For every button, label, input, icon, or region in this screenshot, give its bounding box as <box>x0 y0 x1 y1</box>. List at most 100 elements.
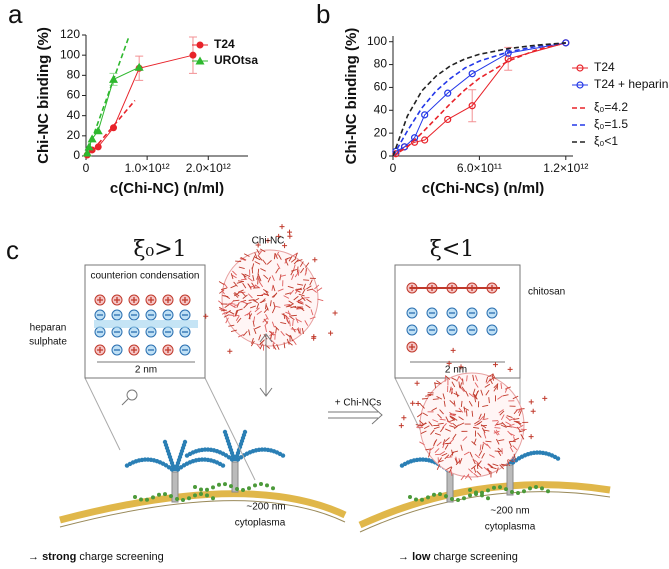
point <box>392 150 400 158</box>
chitosan-strand <box>470 465 477 470</box>
caption-arrow: → <box>28 551 39 563</box>
glycocalyx <box>253 483 257 488</box>
ion-sign <box>182 297 188 303</box>
glycocalyx <box>510 489 514 494</box>
chitosan-strand <box>268 330 274 336</box>
glycocalyx <box>181 497 185 502</box>
caption: → strong charge screening <box>28 551 164 563</box>
chitosan-strand <box>444 375 451 380</box>
chitosan-strand <box>437 422 444 425</box>
chitosan-strand <box>496 423 503 426</box>
chitosan-strand <box>455 410 462 413</box>
chitosan-strand <box>473 466 477 473</box>
chitosan-strand <box>277 288 284 292</box>
chitosan-strand <box>254 284 261 289</box>
chitosan-strand <box>468 400 473 407</box>
legend-label: ξ₀=1.5 <box>594 117 628 131</box>
chitosan-strand <box>233 303 239 308</box>
glycocalyx <box>271 486 275 491</box>
chitosan-strand <box>434 448 440 453</box>
chitosan-strand <box>250 340 255 347</box>
counter-ion <box>414 380 420 386</box>
counter-ion <box>542 395 548 401</box>
chitosan-strand <box>284 256 291 260</box>
chitosan-strand <box>265 290 270 296</box>
chitosan-strand <box>296 328 301 334</box>
chitosan-strand <box>442 393 446 400</box>
molecule-label: heparan <box>30 323 67 334</box>
chitosan-strand <box>283 312 286 320</box>
gag-unit <box>220 463 226 468</box>
chitosan-strand <box>419 441 425 446</box>
chitosan-strand <box>279 274 282 281</box>
glycocalyx <box>247 486 251 491</box>
chitosan-strand <box>509 446 514 453</box>
chitosan-strand <box>497 395 503 400</box>
chitosan-strand <box>244 273 251 278</box>
counter-ion <box>255 242 261 248</box>
chitosan-strand <box>452 433 457 440</box>
chitosan-strand <box>454 458 458 464</box>
chitosan-strand <box>455 456 458 463</box>
chitosan-strand <box>276 263 281 270</box>
chitosan-strand <box>232 270 237 276</box>
chitosan-strand <box>289 320 291 327</box>
core-protein <box>171 471 179 503</box>
chitosan-strand <box>269 300 272 307</box>
chitosan-strand <box>442 442 446 449</box>
chitosan-strand <box>474 453 480 459</box>
chitosan-strand <box>256 273 260 280</box>
chitosan-strand <box>420 403 425 409</box>
chitosan-strand <box>230 285 237 289</box>
chitosan-strand <box>241 291 246 297</box>
y-tick-label: 100 <box>60 47 80 61</box>
chitosan-strand <box>241 278 248 281</box>
chitosan-strand <box>441 452 448 457</box>
chitosan-strand <box>237 334 244 338</box>
chitosan-strand <box>482 418 489 421</box>
point <box>468 70 476 78</box>
glycocalyx <box>187 496 191 501</box>
y-tick-label: 60 <box>374 80 388 94</box>
chitosan-strand <box>279 274 287 278</box>
chitosan-strand <box>293 295 299 301</box>
chitosan-strand <box>236 308 243 312</box>
chitosan-strand <box>489 454 495 458</box>
chitosan-strand <box>483 413 486 420</box>
glycocalyx <box>408 495 412 499</box>
chitosan-strand <box>285 259 289 266</box>
chitosan-strand <box>485 440 492 443</box>
transition-arrow <box>259 333 273 397</box>
chitosan-strand <box>494 427 501 429</box>
chitosan-strand <box>465 390 469 397</box>
chitosan-strand <box>471 410 474 417</box>
chitosan-strand <box>237 280 245 283</box>
chitosan-strand <box>290 314 297 317</box>
glycocalyx <box>540 486 544 491</box>
chitosan-strand <box>427 393 434 396</box>
chitosan-strand <box>283 342 286 349</box>
legend-label: T24 <box>594 60 615 74</box>
chitosan-strand <box>495 429 500 436</box>
y-tick-label: 80 <box>374 57 388 71</box>
chitosan-strand <box>460 444 463 451</box>
chitosan-strand <box>433 426 440 430</box>
chitosan-strand <box>273 253 276 260</box>
chitosan-strand <box>274 325 280 331</box>
ion-grid <box>94 282 500 356</box>
chitosan-strand <box>444 454 450 460</box>
ion-sign <box>131 297 137 303</box>
chitosan-strand <box>273 301 276 308</box>
chitosan-strand <box>416 413 423 418</box>
glycocalyx <box>217 482 221 487</box>
chitosan-strand <box>488 377 495 382</box>
chitosan-strand <box>449 413 456 417</box>
chitosan-strand <box>234 292 240 297</box>
chitosan-strand <box>258 276 261 283</box>
y-tick-label: 120 <box>60 27 80 41</box>
glycocalyx <box>199 492 203 497</box>
chitosan-strand <box>230 273 234 280</box>
chitosan-strand <box>504 386 508 393</box>
chitosan-strand <box>440 426 445 433</box>
chart: a 0 20 40 60 80 100 120 0 1.0×10¹² 2.0×10¹² c(Chi-N… <box>8 0 258 197</box>
